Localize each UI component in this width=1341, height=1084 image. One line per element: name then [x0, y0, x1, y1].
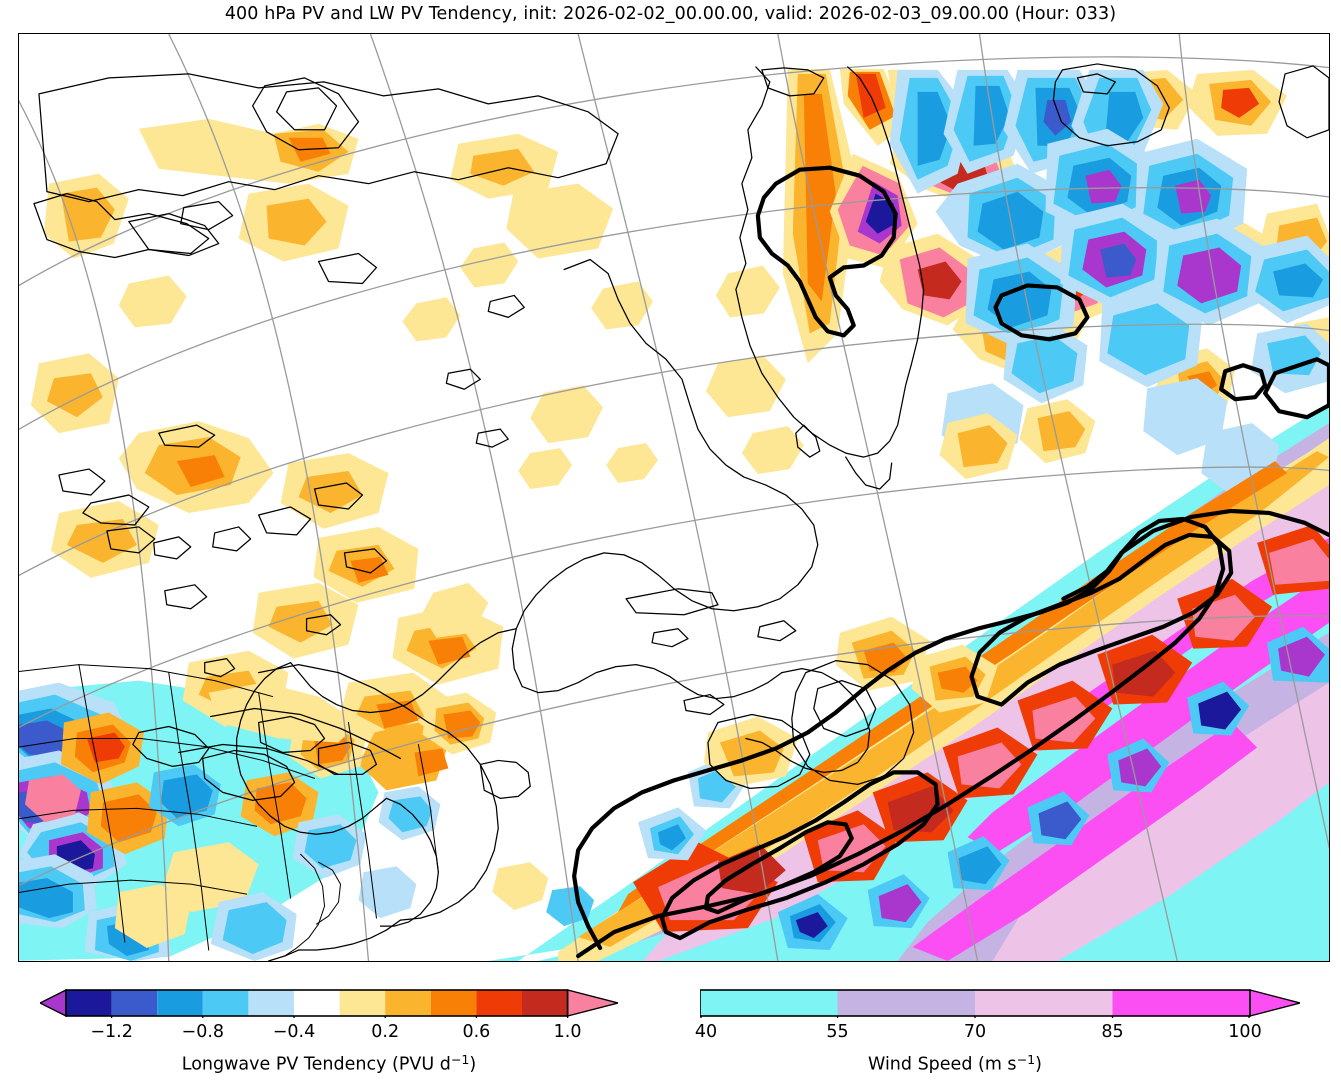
- colorbar-right-ticklabels: 40 55 70 85 100: [695, 1022, 1300, 1048]
- figure-title: 400 hPa PV and LW PV Tendency, init: 202…: [224, 4, 1117, 24]
- colorbar-left-title-text: Longwave PV Tendency (PVU d: [181, 1054, 451, 1075]
- map-plot[interactable]: [19, 34, 1329, 961]
- cb-left-tick-5: 1.0: [553, 1022, 582, 1042]
- cb-right-tick-4: 100: [1228, 1022, 1262, 1042]
- cb-left-tick-0: −1.2: [90, 1022, 133, 1042]
- cb-right-tick-0: 40: [694, 1022, 718, 1042]
- cb-right-tick-1: 55: [826, 1022, 849, 1042]
- cb-left-tick-2: −0.4: [272, 1022, 316, 1042]
- pv-2pvu-contour: [572, 165, 1329, 959]
- colorbar-right-title-text: Wind Speed (m s: [868, 1054, 1017, 1075]
- extend-high-triangle: [1249, 989, 1300, 1017]
- cb-right-tick-2: 70: [963, 1022, 987, 1042]
- colorbar-longwave-pv-tendency[interactable]: −1.2 −0.8 −0.4 0.2 0.6 1.0 Longwave PV T…: [40, 988, 618, 1084]
- colorbar-left-ticks: [110, 1016, 569, 1018]
- extend-high-triangle: [566, 989, 618, 1017]
- extend-low-triangle: [40, 988, 67, 1018]
- map-axes[interactable]: [18, 33, 1330, 962]
- colorbar-right-bands: [700, 989, 1300, 1017]
- graticule: [19, 34, 1329, 961]
- cb-left-tick-4: 0.6: [462, 1022, 491, 1042]
- colorbar-right-title-exponent: −1: [1016, 1052, 1036, 1067]
- colorbar-left-title-exponent: −1: [450, 1052, 470, 1067]
- pv-tendency-shading-jet: [558, 399, 1329, 961]
- colorbar-right-swatches[interactable]: [700, 988, 1300, 1018]
- colorbar-left-title: Longwave PV Tendency (PVU d−1): [40, 1052, 618, 1074]
- colorbar-right-title: Wind Speed (m s−1): [655, 1052, 1255, 1074]
- cb-left-tick-3: 0.2: [371, 1022, 400, 1042]
- cb-left-tick-1: −0.8: [181, 1022, 225, 1042]
- colorbar-left-bands: [40, 988, 618, 1018]
- colorbar-left-swatches[interactable]: [40, 988, 618, 1018]
- colorbar-right-title-tail: ): [1035, 1054, 1042, 1075]
- coastlines: [19, 63, 1329, 961]
- colorbar-left-ticklabels: −1.2 −0.8 −0.4 0.2 0.6 1.0: [40, 1022, 618, 1048]
- cb-right-tick-3: 85: [1101, 1022, 1124, 1042]
- colorbar-right-ticks: [700, 1016, 1250, 1018]
- pv-tendency-shading-southwest: [19, 682, 595, 961]
- colorbar-wind-speed[interactable]: 40 55 70 85 100 Wind Speed (m s−1): [695, 988, 1300, 1084]
- colorbar-left-title-tail: ): [469, 1054, 477, 1075]
